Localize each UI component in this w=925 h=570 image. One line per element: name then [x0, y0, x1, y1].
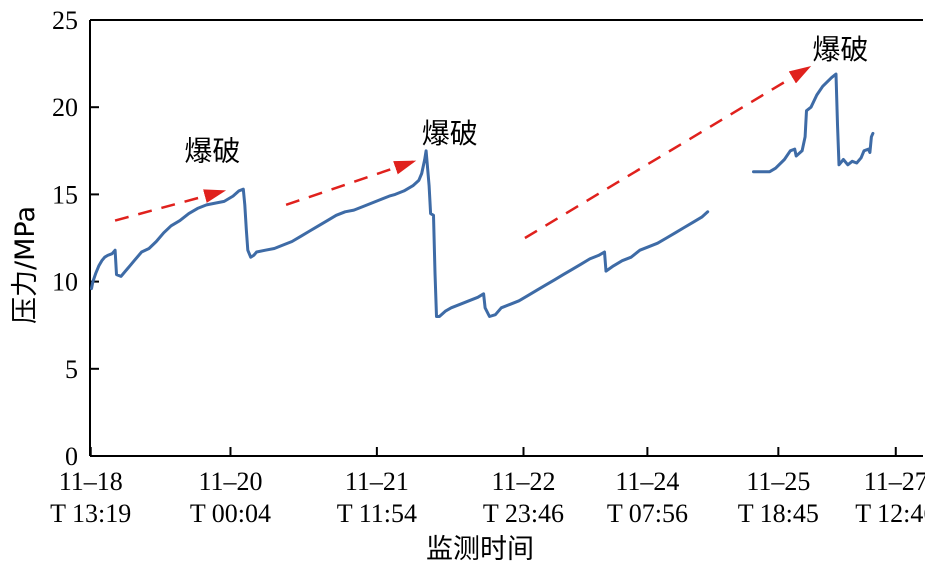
x-tick-label-time: T 07:56: [607, 499, 688, 528]
y-tick-label: 25: [52, 6, 78, 35]
x-axis-ticks: 11–18 T 13:19 11–20 T 00:04 11–21 T 11:54 11–2…: [50, 447, 925, 528]
y-tick-label: 0: [65, 442, 78, 471]
x-tick-label-time: T 13:19: [50, 499, 131, 528]
y-tick-label: 20: [52, 93, 78, 122]
x-tick-label-time: T 18:45: [738, 499, 819, 528]
blast-annotation: 爆破: [422, 117, 478, 150]
x-tick-label-time: T 12:46: [855, 499, 925, 528]
trend-arrow: [285, 160, 417, 207]
trend-arrow: [524, 66, 812, 240]
x-axis-title: 监测时间: [426, 534, 534, 565]
x-tick-label-time: T 00:04: [190, 499, 271, 528]
y-tick-label: 5: [65, 355, 78, 384]
x-tick-label-date: 11–24: [615, 467, 679, 496]
x-tick-label-date: 11–20: [198, 467, 262, 496]
chart-axes: [89, 19, 923, 457]
y-tick-label: 15: [52, 180, 78, 209]
pressure-series-line: [90, 149, 710, 318]
y-tick-label: 10: [52, 268, 78, 297]
blast-annotation: 爆破: [812, 33, 868, 66]
x-tick-label-date: 11–25: [746, 467, 810, 496]
y-axis-ticks: 0 5 10 15 20 25: [52, 6, 99, 471]
x-tick-label-date: 11–27: [864, 467, 925, 496]
trend-arrows: [114, 66, 812, 240]
x-tick-label-date: 11–22: [491, 467, 555, 496]
series-group: [90, 72, 875, 318]
blast-annotation: 爆破: [184, 134, 240, 167]
pressure-series-line: [752, 72, 875, 174]
trend-arrow: [114, 189, 227, 222]
y-axis-title: 压力/MPa: [10, 206, 41, 324]
x-tick-label-date: 11–18: [59, 467, 123, 496]
x-tick-label-time: T 23:46: [483, 499, 564, 528]
x-tick-label-time: T 11:54: [337, 499, 417, 528]
x-tick-label-date: 11–21: [345, 467, 409, 496]
